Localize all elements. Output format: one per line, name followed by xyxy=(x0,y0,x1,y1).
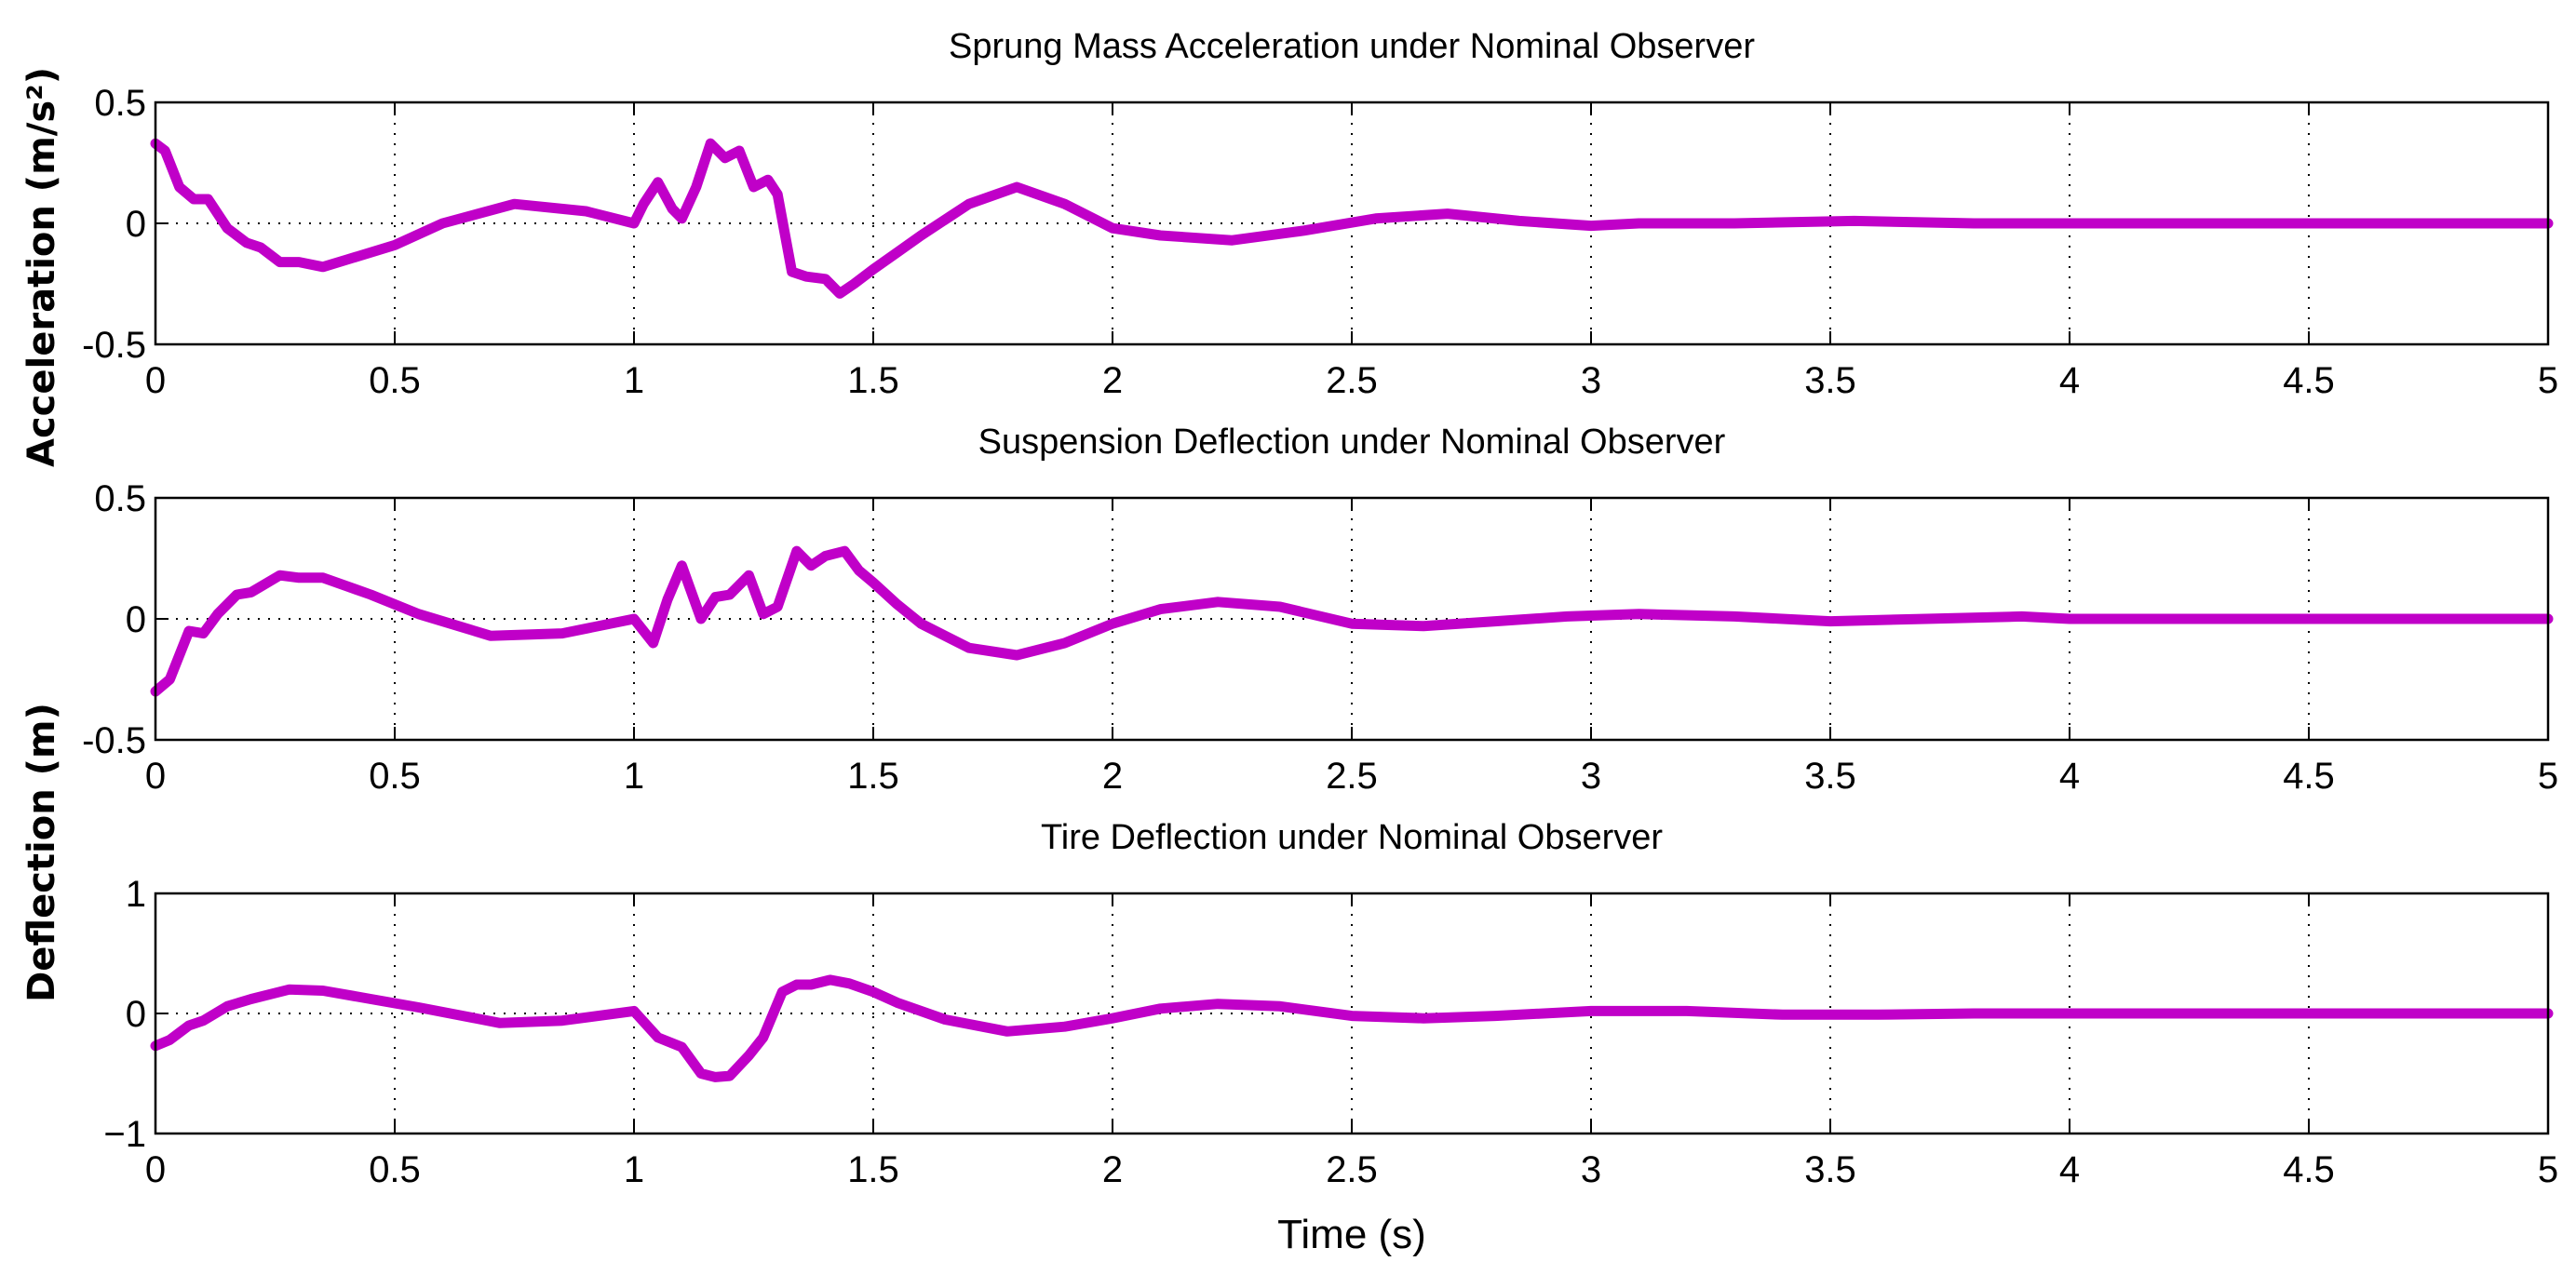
y-tick-label: 0 xyxy=(126,599,146,640)
plot-area: 0 0.5 1 1.5 2 2.5 3 3.5 4 4.5 5-0.500.5 xyxy=(82,83,2558,401)
x-tick-label: 0 xyxy=(145,360,166,401)
y-tick-label: −1 xyxy=(103,1114,146,1155)
x-tick-label: 3 xyxy=(1581,360,1601,401)
x-tick-label: 4 xyxy=(2059,360,2080,401)
x-tick-label: 4 xyxy=(2059,756,2080,797)
subplot-title: Tire Deflection under Nominal Observer xyxy=(1041,818,1663,857)
xlabel-time: Time (s) xyxy=(1277,1212,1426,1257)
subplot-title: Suspension Deflection under Nominal Obse… xyxy=(978,423,1726,462)
x-tick-label: 1.5 xyxy=(847,360,899,401)
ylabel-deflection: Deflection (m) xyxy=(20,703,63,1002)
x-tick-label: 3 xyxy=(1581,756,1601,797)
x-tick-label: 1 xyxy=(624,360,644,401)
x-tick-label: 2 xyxy=(1102,360,1123,401)
x-tick-label: 2 xyxy=(1102,756,1123,797)
x-tick-label: 1.5 xyxy=(847,1149,899,1190)
x-tick-label: 5 xyxy=(2538,360,2558,401)
plot-area: 0 0.5 1 1.5 2 2.5 3 3.5 4 4.5 5−101 xyxy=(103,874,2558,1190)
x-tick-label: 1.5 xyxy=(847,756,899,797)
x-tick-label: 5 xyxy=(2538,756,2558,797)
x-tick-label: 0 xyxy=(145,1149,166,1190)
x-tick-label: 4.5 xyxy=(2283,360,2335,401)
subplot-acceleration: Sprung Mass Acceleration under Nominal O… xyxy=(82,27,2558,401)
x-tick-label: 3.5 xyxy=(1804,1149,1856,1190)
x-tick-label: 2 xyxy=(1102,1149,1123,1190)
series-line xyxy=(150,138,2554,299)
x-tick-label: 0.5 xyxy=(369,1149,421,1190)
axes-box xyxy=(154,101,2550,346)
subplot-title: Sprung Mass Acceleration under Nominal O… xyxy=(949,27,1755,66)
x-tick-label: 3 xyxy=(1581,1149,1601,1190)
x-tick-label: 5 xyxy=(2538,1149,2558,1190)
series-line xyxy=(150,545,2554,697)
y-tick-label: -0.5 xyxy=(82,325,146,366)
x-tick-label: 2.5 xyxy=(1326,1149,1378,1190)
axes-box xyxy=(154,496,2550,742)
y-tick-label: 0 xyxy=(126,204,146,245)
axes-box xyxy=(154,892,2550,1135)
x-tick-label: 1 xyxy=(624,1149,644,1190)
x-tick-label: 3.5 xyxy=(1804,756,1856,797)
subplot-tire: Tire Deflection under Nominal Observer 0… xyxy=(103,818,2558,1190)
x-tick-label: 4.5 xyxy=(2283,1149,2335,1190)
plot-area: 0 0.5 1 1.5 2 2.5 3 3.5 4 4.5 5-0.500.5 xyxy=(82,478,2558,797)
x-tick-label: 4 xyxy=(2059,1149,2080,1190)
subplot-suspension: Suspension Deflection under Nominal Obse… xyxy=(82,423,2558,797)
y-tick-label: 1 xyxy=(126,874,146,915)
x-tick-label: 3.5 xyxy=(1804,360,1856,401)
x-tick-label: 0 xyxy=(145,756,166,797)
y-tick-label: 0.5 xyxy=(94,83,146,124)
x-tick-label: 1 xyxy=(624,756,644,797)
y-tick-label: 0.5 xyxy=(94,478,146,519)
x-tick-label: 0.5 xyxy=(369,360,421,401)
x-tick-label: 0.5 xyxy=(369,756,421,797)
ylabel-acceleration: Acceleration (m/s²) xyxy=(20,67,63,467)
x-tick-label: 2.5 xyxy=(1326,360,1378,401)
y-tick-label: -0.5 xyxy=(82,720,146,761)
x-tick-label: 2.5 xyxy=(1326,756,1378,797)
series-line xyxy=(150,974,2554,1082)
x-tick-label: 4.5 xyxy=(2283,756,2335,797)
y-tick-label: 0 xyxy=(126,994,146,1035)
